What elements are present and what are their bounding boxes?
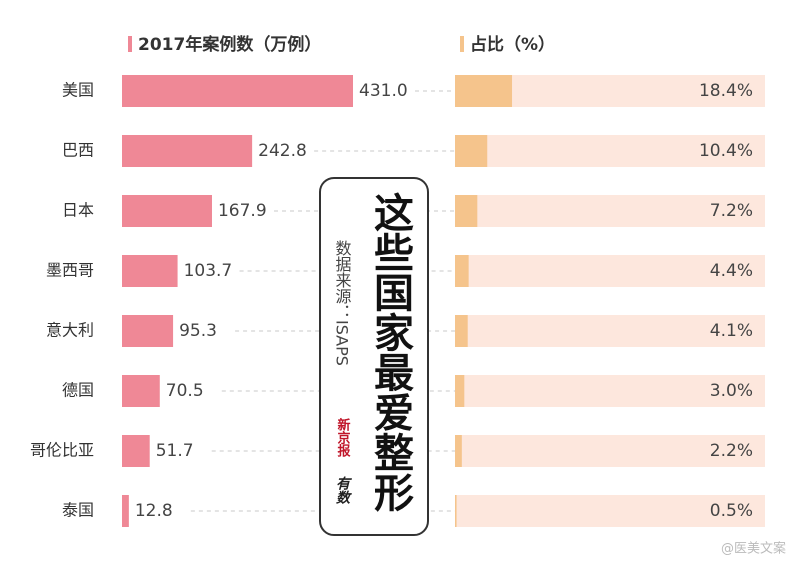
value-label: 18.4% bbox=[699, 81, 753, 101]
bar-track bbox=[455, 255, 765, 287]
watermark: @医美文案 bbox=[721, 542, 786, 557]
value-label: 70.5 bbox=[166, 381, 204, 401]
value-label: 4.4% bbox=[710, 261, 753, 281]
bar bbox=[122, 315, 174, 347]
category-label: 德国 bbox=[62, 381, 94, 400]
bar-track bbox=[455, 315, 765, 347]
value-label: 4.1% bbox=[710, 321, 753, 341]
bar bbox=[122, 375, 160, 407]
category-label: 美国 bbox=[62, 81, 94, 100]
bar bbox=[455, 375, 465, 407]
value-label: 2.2% bbox=[710, 441, 753, 461]
value-label: 12.8 bbox=[135, 501, 173, 521]
bar bbox=[122, 135, 253, 167]
category-label: 泰国 bbox=[62, 501, 94, 520]
bar bbox=[122, 435, 150, 467]
bar-track bbox=[455, 135, 765, 167]
category-label: 巴西 bbox=[62, 141, 94, 160]
bar bbox=[455, 315, 468, 347]
source: 数据来源：ISAPS bbox=[333, 240, 352, 366]
headline: 这些国家最爱整形 bbox=[367, 192, 414, 513]
plot: 2017年案例数（万例） 占比（%） 18.4% 10.4% 7.2% 4.4% 4.1% 3… bbox=[30, 34, 765, 527]
header-marker bbox=[128, 36, 132, 52]
bar bbox=[455, 135, 488, 167]
value-label: 51.7 bbox=[156, 441, 194, 461]
bar bbox=[455, 75, 513, 107]
value-label: 3.0% bbox=[710, 381, 753, 401]
logo-name: 新京报 bbox=[335, 417, 351, 458]
category-label: 日本 bbox=[62, 201, 94, 220]
value-label: 10.4% bbox=[699, 141, 753, 161]
bar bbox=[122, 495, 129, 527]
bar-track bbox=[455, 195, 765, 227]
bar bbox=[455, 195, 478, 227]
bar bbox=[455, 495, 457, 527]
value-label: 167.9 bbox=[218, 201, 267, 221]
value-label: 103.7 bbox=[184, 261, 233, 281]
value-label: 0.5% bbox=[710, 501, 753, 521]
value-label: 242.8 bbox=[258, 141, 307, 161]
bar bbox=[455, 435, 462, 467]
value-label: 95.3 bbox=[179, 321, 217, 341]
bar bbox=[122, 195, 212, 227]
category-label: 哥伦比亚 bbox=[30, 441, 94, 460]
category-label: 意大利 bbox=[46, 321, 94, 340]
value-label: 431.0 bbox=[359, 81, 408, 101]
bar bbox=[455, 255, 469, 287]
category-label: 墨西哥 bbox=[46, 261, 94, 280]
bar-track bbox=[455, 495, 765, 527]
bar bbox=[122, 255, 178, 287]
logo-sub: 有数 bbox=[334, 475, 350, 504]
bar-track bbox=[455, 435, 765, 467]
bar-track bbox=[455, 375, 765, 407]
panel-title: 2017年案例数（万例） bbox=[138, 34, 321, 55]
headline-box bbox=[319, 177, 429, 536]
panel-title: 占比（%） bbox=[470, 34, 555, 55]
bar bbox=[122, 75, 353, 107]
header-marker bbox=[460, 36, 464, 52]
value-label: 7.2% bbox=[710, 201, 753, 221]
